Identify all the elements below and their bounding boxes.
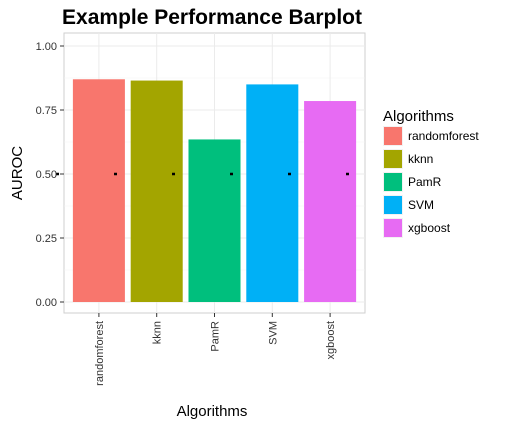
y-axis-title: AUROC bbox=[9, 146, 26, 200]
bar-SVM bbox=[246, 84, 299, 303]
legend-label-xgboost: xgboost bbox=[408, 221, 451, 235]
chart-title: Example Performance Barplot bbox=[62, 6, 362, 29]
x-axis-title: Algorithms bbox=[177, 403, 248, 420]
y-tick-label: 0.25 bbox=[36, 233, 57, 245]
y-tick-label: 0.00 bbox=[36, 297, 57, 309]
legend-swatch-PamR bbox=[384, 173, 402, 191]
x-tick-label: PamR bbox=[210, 321, 222, 352]
legend-label-PamR: PamR bbox=[408, 175, 442, 189]
x-tick-label: xgboost bbox=[325, 321, 337, 360]
bar-randomforest bbox=[72, 79, 125, 302]
legend-label-SVM: SVM bbox=[408, 198, 434, 212]
bar-kknn bbox=[130, 80, 183, 302]
x-tick-label: kknn bbox=[152, 321, 164, 344]
y-tick-label: 1.00 bbox=[36, 41, 57, 53]
legend-swatch-xgboost bbox=[384, 219, 402, 237]
x-tick-label: randomforest bbox=[94, 321, 106, 386]
x-axis: randomforest kknn PamR SVM xgboost bbox=[94, 313, 337, 386]
legend: Algorithms randomforest kknn PamR SVM xgboos… bbox=[383, 108, 479, 238]
legend-title: Algorithms bbox=[383, 108, 454, 125]
legend-swatch-randomforest bbox=[384, 127, 402, 145]
y-tick-label: 0.50 bbox=[36, 169, 57, 181]
legend-label-kknn: kknn bbox=[408, 152, 433, 166]
bar-xgboost bbox=[304, 101, 357, 302]
x-tick-label: SVM bbox=[267, 321, 279, 345]
bars bbox=[72, 79, 357, 303]
bar-PamR bbox=[188, 139, 241, 302]
legend-swatch-kknn bbox=[384, 150, 402, 168]
legend-swatch-SVM bbox=[384, 196, 402, 214]
y-axis: 0.00 0.25 0.50 0.75 1.00 bbox=[36, 41, 64, 309]
legend-label-randomforest: randomforest bbox=[408, 129, 479, 143]
y-tick-label: 0.75 bbox=[36, 105, 57, 117]
